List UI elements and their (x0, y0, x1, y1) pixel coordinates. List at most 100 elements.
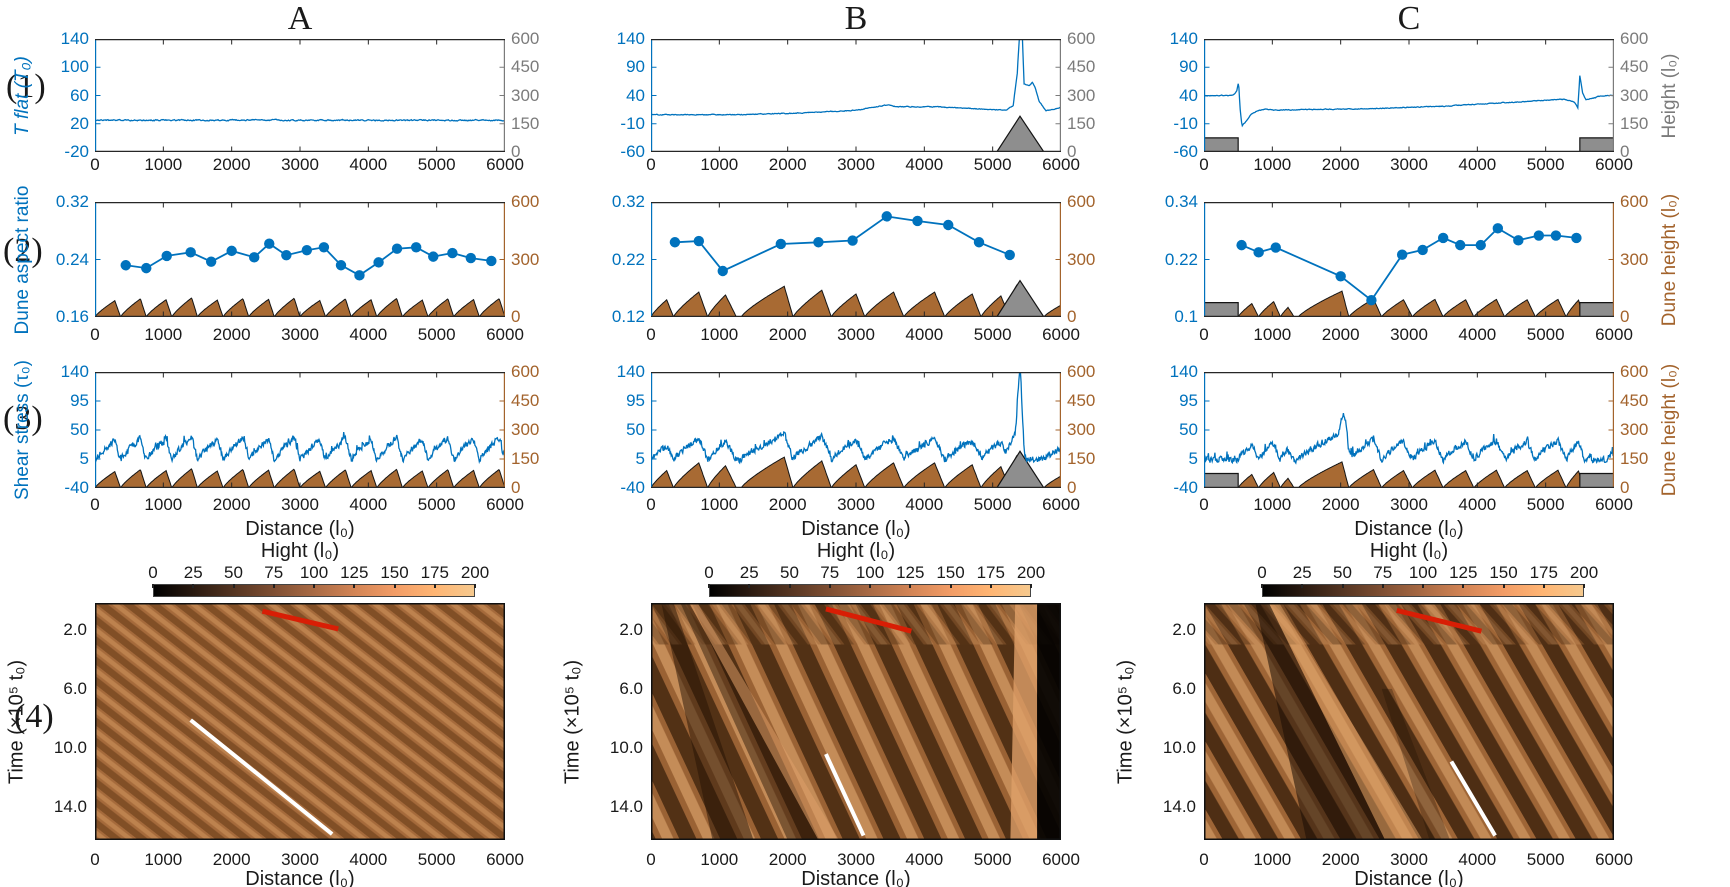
left-tick-label: 5 (635, 449, 645, 468)
panel-C3 (1204, 372, 1614, 488)
colorbar-tick-label: 25 (183, 563, 203, 582)
heatmap-B4 (651, 603, 1061, 840)
x-tick-label: 6000 (1595, 495, 1633, 514)
left-tick-label: 0.22 (1164, 249, 1198, 269)
x-tick-label: 5000 (973, 495, 1012, 514)
right-tick-label: 0 (1067, 142, 1077, 161)
x-tick-label: 4000 (1458, 850, 1497, 869)
colorbar-tick-mark (1341, 584, 1344, 588)
right-tick-label: 300 (511, 85, 540, 105)
x-tick-label: 0 (646, 155, 656, 174)
distance-axis-label: Distance (l₀) (245, 518, 355, 540)
x-tick-label: 1000 (144, 325, 183, 344)
right-tick-label: 300 (1067, 420, 1096, 439)
x-tick-label: 3000 (281, 850, 319, 869)
left-axis-label: Dune aspect ratio (12, 185, 33, 334)
x-tick-label: 3000 (1390, 155, 1428, 174)
x-tick-label: 1000 (700, 850, 739, 869)
colorbar-tick-label: 125 (896, 563, 925, 582)
distance-axis-label: Distance (l₀) (1354, 868, 1464, 887)
left-axis-label: T flat (T₀) (12, 55, 33, 136)
x-tick-label: 4000 (905, 850, 944, 869)
x-tick-label: 4000 (349, 155, 388, 174)
left-tick-label: 95 (70, 391, 89, 410)
x-tick-label: 1000 (144, 850, 183, 869)
right-tick-label: 600 (1620, 362, 1649, 381)
time-tick-label: 6.0 (619, 678, 643, 698)
right-tick-label: 0 (1067, 478, 1077, 497)
time-tick-label: 2.0 (619, 619, 643, 639)
panel-B2 (651, 202, 1061, 317)
x-tick-label: 6000 (1042, 325, 1080, 344)
colorbar-tick-label: 150 (1489, 563, 1518, 582)
colorbar-tick-label: 0 (704, 563, 714, 582)
time-axis-label: Time (×10⁵ t₀) (561, 659, 584, 784)
right-tick-label: 150 (511, 449, 540, 468)
right-tick-label: 150 (1620, 113, 1649, 133)
right-tick-label: 0 (1067, 307, 1077, 326)
x-tick-label: 5000 (973, 155, 1012, 174)
time-tick-label: 10.0 (53, 738, 87, 758)
distance-axis-label: Distance (l₀) (1354, 518, 1464, 540)
panel-B3 (651, 372, 1061, 488)
colorbar-tick-mark (313, 584, 315, 588)
x-tick-label: 4000 (905, 325, 944, 344)
x-tick-label: 1000 (1253, 495, 1292, 514)
x-tick-label: 6000 (1595, 325, 1633, 344)
colorbar-tick-label: 50 (224, 563, 243, 582)
x-tick-label: 2000 (212, 325, 251, 344)
x-tick-label: 1000 (1253, 155, 1292, 174)
left-tick-label: 140 (616, 362, 645, 381)
x-tick-label: 6000 (1042, 155, 1080, 174)
colorbar-tick-mark (192, 584, 195, 588)
panel-C1 (1204, 39, 1614, 152)
colorbar-tick-mark (393, 584, 396, 588)
x-tick-label: 6000 (1595, 155, 1633, 174)
x-tick-label: 5000 (973, 850, 1012, 869)
x-tick-label: 2000 (212, 495, 251, 514)
x-tick-label: 5000 (417, 155, 456, 174)
colorbar-tick-label: 175 (1529, 563, 1558, 582)
x-tick-label: 5000 (1526, 155, 1565, 174)
right-tick-label: 300 (1067, 85, 1096, 105)
x-tick-label: 3000 (837, 325, 875, 344)
right-tick-label: 0 (511, 478, 521, 497)
right-tick-label: 0 (1620, 142, 1630, 161)
time-tick-label: 14.0 (1162, 797, 1196, 817)
x-tick-label: 1000 (144, 495, 183, 514)
x-tick-label: 2000 (768, 325, 807, 344)
colorbar-title: Hight (l₀) (1369, 540, 1449, 562)
colorbar-tick-mark (828, 584, 831, 588)
colorbar-tick-label: 0 (1257, 563, 1267, 582)
x-tick-label: 0 (90, 155, 100, 174)
left-tick-label: -60 (620, 142, 645, 161)
x-tick-label: 2000 (1321, 325, 1360, 344)
x-tick-label: 2000 (768, 850, 807, 869)
x-tick-label: 5000 (1526, 325, 1565, 344)
colorbar-tick-label: 125 (340, 563, 369, 582)
left-tick-label: -10 (1173, 113, 1198, 133)
right-tick-label: 600 (511, 29, 540, 48)
left-tick-label: 0.12 (611, 307, 645, 326)
time-tick-label: 6.0 (1172, 678, 1196, 698)
x-tick-label: 4000 (1458, 325, 1497, 344)
colorbar-tick-mark (1542, 584, 1545, 588)
x-tick-label: 6000 (486, 850, 524, 869)
x-tick-label: 4000 (349, 495, 388, 514)
colorbar-tick-mark (232, 584, 235, 588)
left-tick-label: 140 (1169, 29, 1198, 48)
left-tick-label: 40 (1179, 85, 1198, 105)
colorbar-title: Hight (l₀) (816, 540, 896, 562)
x-tick-label: 2000 (768, 155, 807, 174)
right-tick-label: 600 (511, 362, 540, 381)
x-tick-label: 3000 (837, 850, 875, 869)
right-tick-label: 300 (1620, 249, 1649, 269)
left-tick-label: 140 (60, 29, 89, 48)
x-tick-label: 0 (90, 495, 100, 514)
right-tick-label: 450 (511, 391, 540, 410)
colorbar-tick-mark (353, 584, 356, 588)
left-tick-label: 20 (70, 113, 89, 133)
right-tick-label: 150 (1620, 449, 1649, 468)
right-tick-label: 450 (1620, 391, 1649, 410)
left-tick-label: -20 (64, 142, 89, 161)
